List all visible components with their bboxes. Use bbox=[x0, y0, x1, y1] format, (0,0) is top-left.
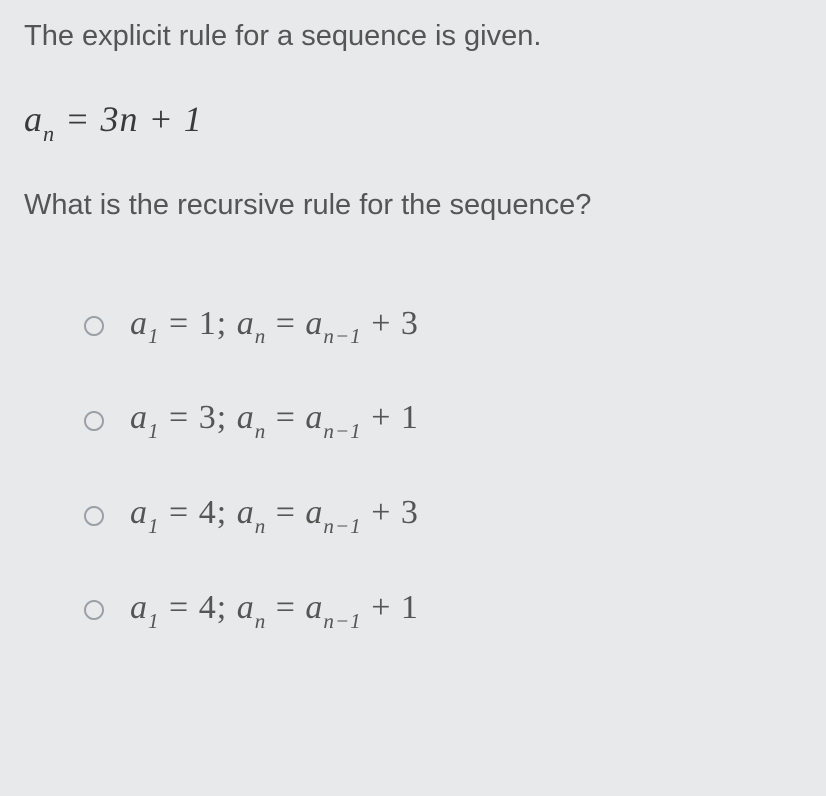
option-3[interactable]: a1 = 4; an = an−1 + 3 bbox=[84, 494, 802, 537]
prompt-text: The explicit rule for a sequence is give… bbox=[24, 18, 802, 56]
options-list: a1 = 1; an = an−1 + 3 a1 = 3; an = an−1 … bbox=[24, 305, 802, 632]
option-1-formula: a1 = 1; an = an−1 + 3 bbox=[130, 305, 419, 348]
formula-base: a bbox=[24, 99, 43, 139]
radio-icon[interactable] bbox=[84, 600, 104, 620]
option-2-formula: a1 = 3; an = an−1 + 1 bbox=[130, 399, 419, 442]
option-1[interactable]: a1 = 1; an = an−1 + 3 bbox=[84, 305, 802, 348]
question-text: What is the recursive rule for the seque… bbox=[24, 187, 802, 225]
explicit-formula: an = 3n + 1 bbox=[24, 98, 802, 145]
radio-icon[interactable] bbox=[84, 506, 104, 526]
formula-rhs: = 3n + 1 bbox=[55, 99, 203, 139]
formula-sub: n bbox=[43, 121, 55, 146]
option-4-formula: a1 = 4; an = an−1 + 1 bbox=[130, 589, 419, 632]
radio-icon[interactable] bbox=[84, 411, 104, 431]
option-2[interactable]: a1 = 3; an = an−1 + 1 bbox=[84, 399, 802, 442]
option-4[interactable]: a1 = 4; an = an−1 + 1 bbox=[84, 589, 802, 632]
option-3-formula: a1 = 4; an = an−1 + 3 bbox=[130, 494, 419, 537]
radio-icon[interactable] bbox=[84, 316, 104, 336]
